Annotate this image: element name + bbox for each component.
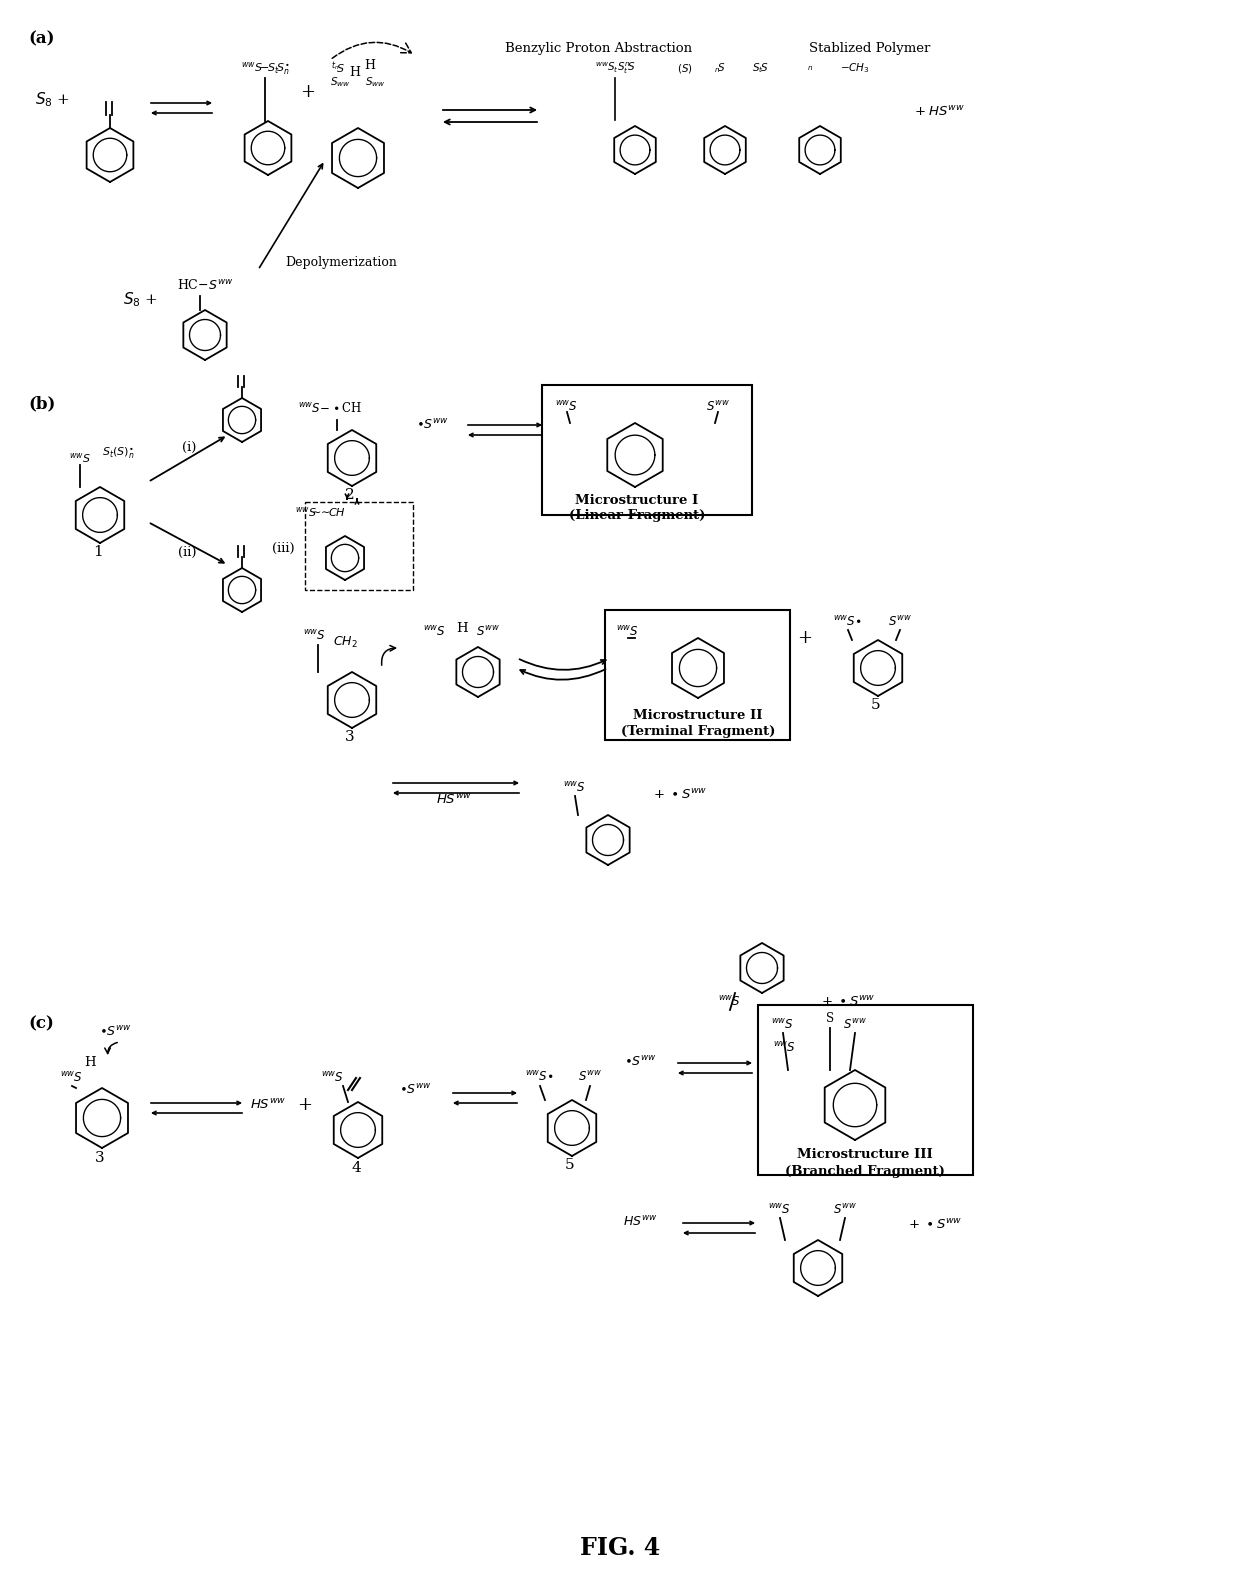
Text: $\bullet S^{ww}$: $\bullet S^{ww}$ [98,1026,131,1038]
Bar [758,1005,973,1176]
Text: $S_t(S)_n^{\bullet}$: $S_t(S)_n^{\bullet}$ [102,445,134,461]
Text: $\bullet S^{ww}$: $\bullet S^{ww}$ [398,1083,432,1097]
Text: $^{ww}S\!\!-\!\!S_t\!S_n^{\bullet}$: $^{ww}S\!\!-\!\!S_t\!S_n^{\bullet}$ [241,60,289,76]
Text: $+ \;\bullet S^{ww}$: $+ \;\bullet S^{ww}$ [908,1218,962,1232]
Text: $(S)$: $(S)$ [677,62,693,74]
Text: Microstructure III: Microstructure III [797,1149,932,1161]
Text: H: H [350,66,361,79]
FancyArrowPatch shape [332,43,412,58]
Text: $^{ww}S$: $^{ww}S$ [69,451,91,466]
Text: (iii): (iii) [273,541,295,554]
Text: $^{ww}S$: $^{ww}S$ [321,1071,345,1086]
Text: $S^{ww}$: $S^{ww}$ [476,625,500,639]
Text: Microstructure I: Microstructure I [575,494,698,507]
Bar [605,611,790,740]
Text: $^{ww}S_tS_t^n\!S$: $^{ww}S_tS_t^n\!S$ [594,60,635,76]
Text: (ii): (ii) [179,546,196,559]
Text: HC$\!-\!S^{ww}$: HC$\!-\!S^{ww}$ [176,278,233,292]
Text: $S_{ww}$: $S_{ww}$ [365,76,386,88]
Text: 3: 3 [345,731,355,743]
Text: (c): (c) [29,1015,53,1032]
Bar [305,502,413,590]
Text: $^{ww}S\!\bullet$: $^{ww}S\!\bullet$ [833,615,863,630]
Text: $-CH_3$: $-CH_3$ [839,62,870,74]
Text: (i): (i) [182,440,196,453]
Text: +: + [298,1097,312,1114]
Text: $S^{ww}$: $S^{ww}$ [833,1202,857,1217]
Text: 5: 5 [565,1158,575,1172]
Text: $\bullet S^{ww}$: $\bullet S^{ww}$ [624,1056,656,1068]
Text: (Terminal Fragment): (Terminal Fragment) [621,724,775,737]
Text: $+ \;\bullet S^{ww}$: $+ \;\bullet S^{ww}$ [652,787,707,802]
Text: H: H [84,1056,95,1068]
Text: $^{ww}S$: $^{ww}S$ [556,399,579,413]
Text: S: S [826,1011,835,1024]
Text: $S_{ww}$: $S_{ww}$ [330,76,350,88]
Text: $^{ww}S$: $^{ww}S$ [563,781,587,795]
Text: $^{ww}S$: $^{ww}S$ [424,625,446,639]
Text: Benzylic Proton Abstraction: Benzylic Proton Abstraction [505,41,692,55]
Text: $^{ww}S$: $^{ww}S$ [304,630,326,642]
Text: 3: 3 [95,1150,105,1165]
Text: $S_8$ +: $S_8$ + [35,90,69,109]
Text: H: H [365,58,376,71]
Bar [542,385,751,514]
Text: $S^{ww}$: $S^{ww}$ [843,1018,867,1032]
Text: $S_t\!S$: $S_t\!S$ [751,62,768,74]
Text: 1: 1 [93,544,103,559]
Text: $^{ww}S$: $^{ww}S$ [61,1071,83,1086]
Text: $HS^{ww}$: $HS^{ww}$ [249,1098,286,1112]
Text: $HS^{ww}$: $HS^{ww}$ [435,794,472,806]
Text: $S_8$ +: $S_8$ + [123,290,157,309]
Text: FIG. 4: FIG. 4 [580,1535,660,1561]
Text: (Branched Fragment): (Branched Fragment) [785,1165,945,1177]
Text: (Linear Fragment): (Linear Fragment) [569,510,706,522]
Text: $^{ww}S$: $^{ww}S$ [769,1202,791,1217]
Text: $^{t_n}\!S$: $^{t_n}\!S$ [331,60,345,76]
Text: Stablized Polymer: Stablized Polymer [810,41,931,55]
Text: $CH_2$: $CH_2$ [332,634,357,650]
Text: (b): (b) [29,394,56,412]
Text: +: + [300,84,315,101]
Text: $_n\!S$: $_n\!S$ [714,62,725,74]
Text: $S^{ww}$: $S^{ww}$ [706,399,730,413]
Text: $^{ww}S\!\!\!\sim\!\!\!\sim\!\!CH$: $^{ww}S\!\!\!\sim\!\!\!\sim\!\!CH$ [295,505,346,519]
Text: $+ \;HS^{ww}$: $+ \;HS^{ww}$ [914,106,966,118]
Text: $^{ww}S\!-\!\bullet$CH: $^{ww}S\!-\!\bullet$CH [298,401,362,415]
Text: Depolymerization: Depolymerization [285,256,397,268]
Text: $S^{ww}$: $S^{ww}$ [888,615,911,630]
Text: $\bullet S^{ww}$: $\bullet S^{ww}$ [415,418,449,432]
Text: (a): (a) [29,30,55,47]
Text: 5: 5 [872,697,880,712]
Text: $^{ww}S$: $^{ww}S$ [616,625,640,639]
Text: $_n$: $_n$ [807,63,813,73]
Text: H: H [456,622,467,634]
Text: Microstructure II: Microstructure II [634,709,763,721]
Text: $^{ww}S$: $^{ww}S$ [718,996,742,1008]
Text: $HS^{ww}$: $HS^{ww}$ [622,1215,657,1229]
Text: +: + [797,630,812,647]
Text: $S^{ww}$: $S^{ww}$ [578,1070,601,1084]
Text: $^{ww}S\!\bullet$: $^{ww}S\!\bullet$ [526,1070,554,1084]
Text: $+ \;\bullet S^{ww}$: $+ \;\bullet S^{ww}$ [821,996,875,1008]
Text: $^{ww}S$: $^{ww}S$ [771,1018,795,1032]
Text: 4: 4 [351,1161,361,1176]
Text: 2: 2 [345,488,355,502]
Text: $^{ww}S$: $^{ww}S$ [774,1041,796,1056]
